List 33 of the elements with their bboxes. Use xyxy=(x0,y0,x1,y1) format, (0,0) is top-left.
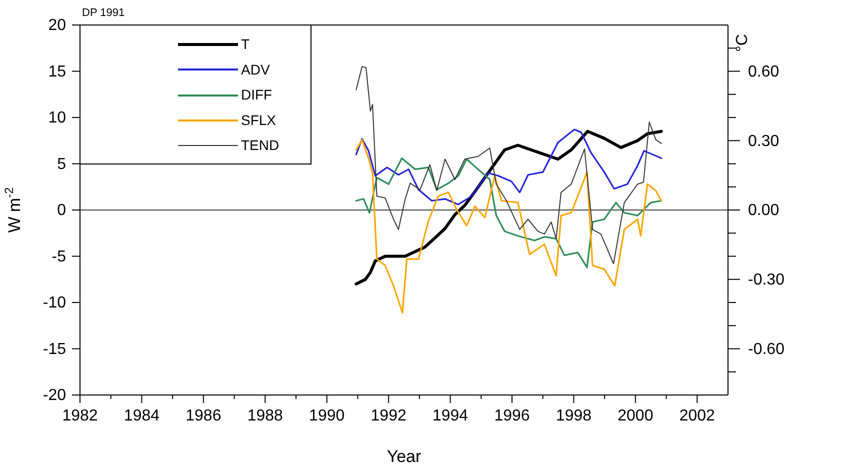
x-tick-label: 1986 xyxy=(186,407,222,424)
legend-label: SFLX xyxy=(241,112,277,128)
chart-title: DP 1991 xyxy=(82,7,125,19)
y2-axis-title: °C xyxy=(734,34,751,52)
x-tick-label: 1984 xyxy=(124,407,160,424)
x-tick-label: 1994 xyxy=(432,407,468,424)
x-tick-label: 1996 xyxy=(494,407,530,424)
y2-tick-label: 0.30 xyxy=(748,132,780,150)
legend-label: ADV xyxy=(241,61,270,78)
y-tick-label: -20 xyxy=(42,387,66,404)
x-tick-label: 2000 xyxy=(618,407,654,424)
legend-label: TEND xyxy=(241,137,280,154)
y-tick-label: 15 xyxy=(48,63,66,80)
x-axis-title: Year xyxy=(386,447,422,466)
legend-label: DIFF xyxy=(241,86,272,103)
y2-tick-label: 0.60 xyxy=(748,63,780,80)
x-tick-label: 1992 xyxy=(370,407,406,424)
legend-label: T xyxy=(241,36,250,52)
x-tick-label: 1988 xyxy=(247,407,284,424)
x-tick-label: 1982 xyxy=(62,407,98,424)
y2-tick-label: -0.30 xyxy=(748,271,785,288)
x-tick-label: 1998 xyxy=(556,407,592,424)
y2-tick-label: -0.60 xyxy=(748,340,785,358)
y-tick-label: -5 xyxy=(52,248,66,266)
y-tick-label: 10 xyxy=(48,110,66,127)
y-tick-label: 5 xyxy=(57,156,66,173)
y-tick-label: -15 xyxy=(42,340,66,358)
y2-tick-label: 0.00 xyxy=(748,202,780,220)
y-tick-label: -10 xyxy=(42,294,66,312)
y-tick-label: 20 xyxy=(48,17,66,34)
x-tick-label: 1990 xyxy=(309,407,345,424)
y-tick-label: 0 xyxy=(57,202,66,220)
x-tick-label: 2002 xyxy=(679,407,716,424)
